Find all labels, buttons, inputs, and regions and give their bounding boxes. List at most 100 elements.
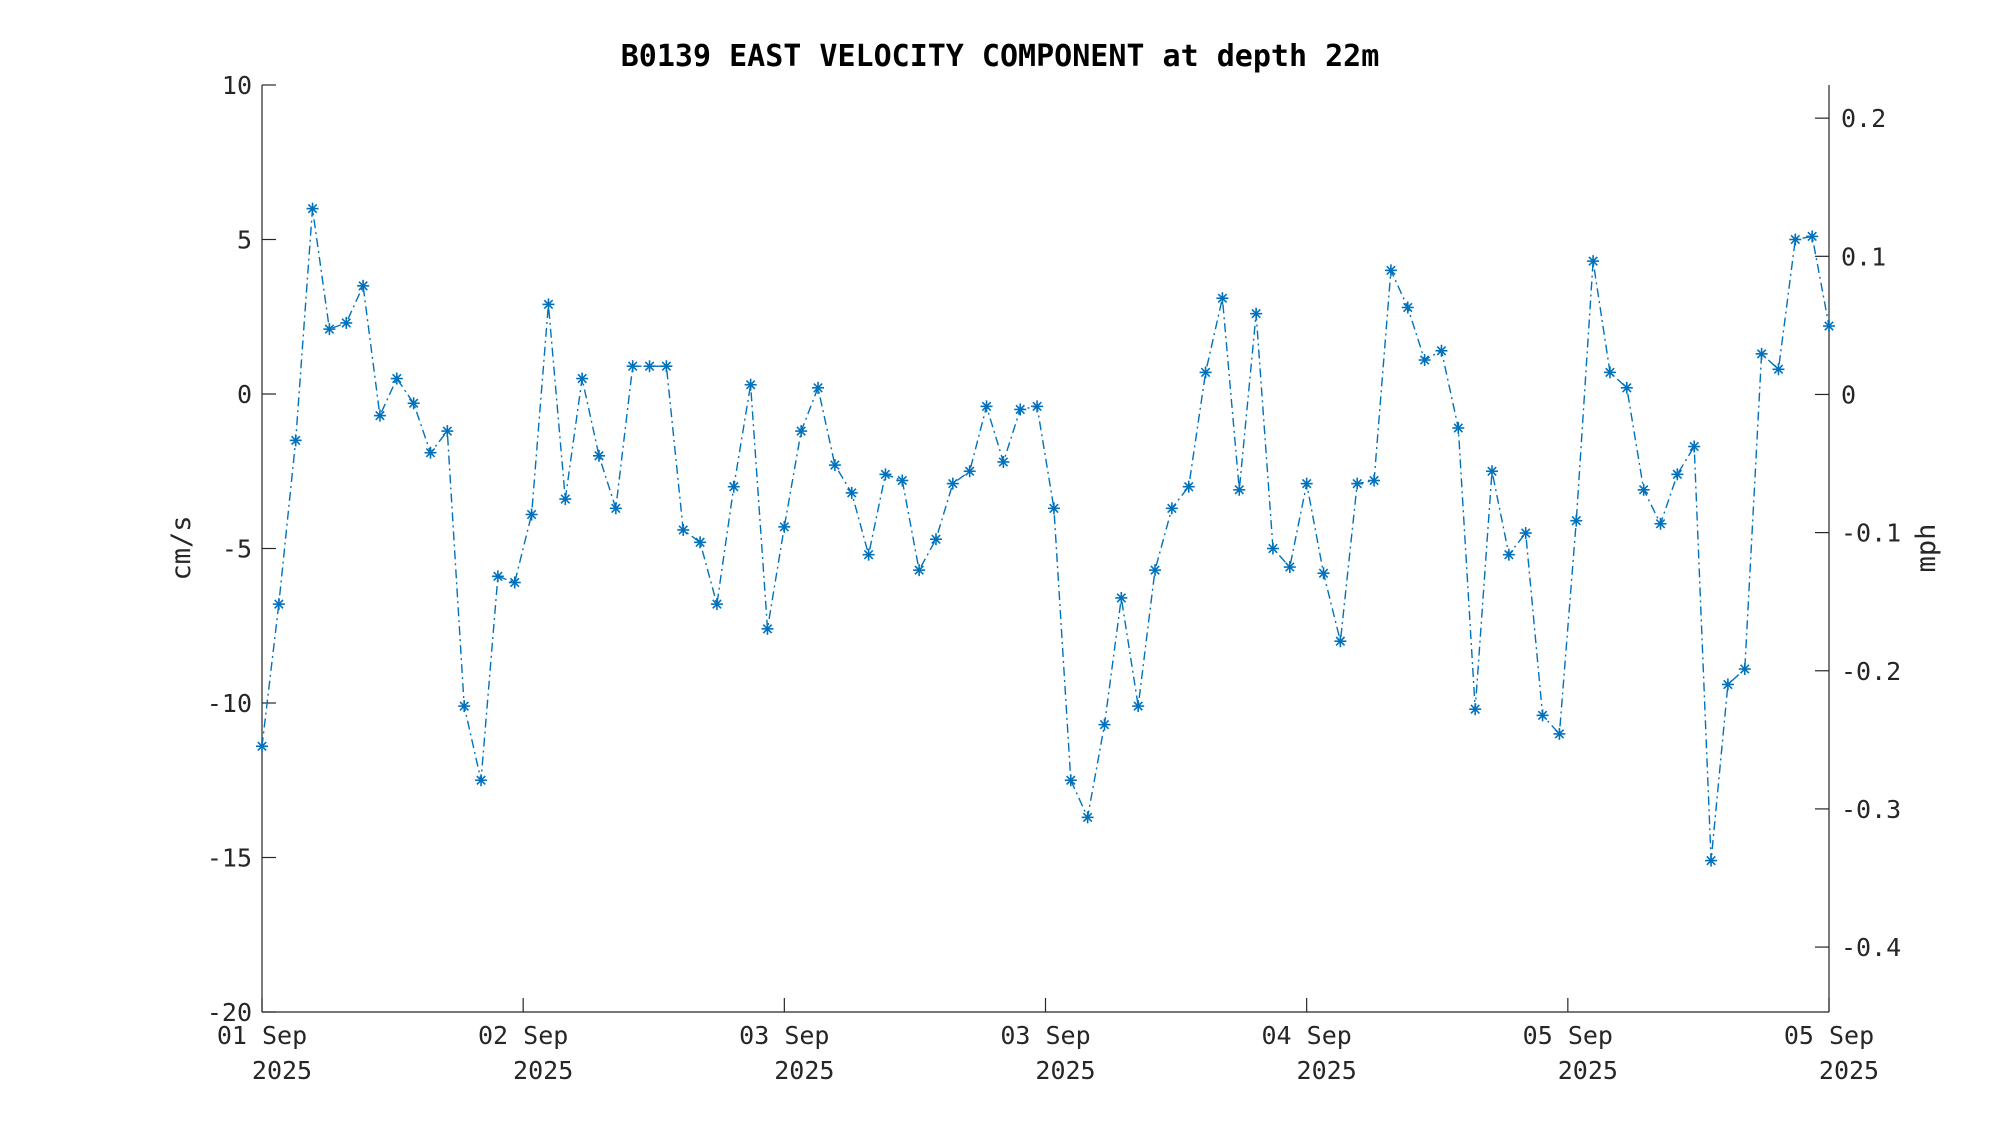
data-point <box>1317 567 1330 580</box>
plot-area <box>261 85 1830 1013</box>
data-point <box>1587 255 1600 268</box>
data-point <box>626 360 639 373</box>
data-point <box>1368 474 1381 487</box>
data-point <box>1738 663 1751 676</box>
data-point <box>458 700 471 713</box>
y2-tick-label: -0.2 <box>1841 657 1901 686</box>
y2-tick-label: -0.1 <box>1841 519 1901 548</box>
data-point <box>896 474 909 487</box>
data-point <box>256 740 268 753</box>
data-point <box>1705 854 1718 867</box>
data-point <box>1081 811 1094 824</box>
data-point <box>1502 548 1515 561</box>
left-y-ticks: 10 5 0 -5 -10 -15 -20 <box>207 71 276 1027</box>
data-point <box>1233 483 1246 496</box>
data-point <box>1165 502 1178 515</box>
x-tick-label-year: 2025 <box>1297 1056 1357 1085</box>
data-point <box>424 446 437 459</box>
y-tick-label: -15 <box>207 844 252 873</box>
data-point <box>491 570 504 583</box>
data-point <box>710 598 723 611</box>
data-point <box>1620 381 1633 394</box>
data-point <box>913 564 926 577</box>
data-point <box>1115 591 1128 604</box>
data-point <box>390 372 403 385</box>
data-point <box>1772 363 1785 376</box>
data-point <box>1149 564 1162 577</box>
data-point <box>643 360 656 373</box>
data-point <box>845 486 858 499</box>
data-point <box>778 520 791 533</box>
data-point <box>525 508 538 521</box>
data-point <box>812 381 825 394</box>
data-point <box>1351 477 1364 490</box>
x-tick-label-year: 2025 <box>513 1056 573 1085</box>
y-tick-label: -20 <box>207 998 252 1027</box>
x-tick-label-year: 2025 <box>1819 1056 1879 1085</box>
data-point <box>727 480 740 493</box>
data-point <box>1266 542 1279 555</box>
y2-tick-label: -0.4 <box>1841 933 1901 962</box>
x-tick-label-date: 04 Sep <box>1262 1021 1352 1050</box>
data-point <box>1283 561 1296 574</box>
data-point <box>980 400 993 413</box>
data-point <box>1064 774 1077 787</box>
data-point <box>1823 320 1835 333</box>
data-point <box>963 465 976 478</box>
x-tick-label-date: 05 Sep <box>1523 1021 1613 1050</box>
x-tick-label-year: 2025 <box>774 1056 834 1085</box>
data-point <box>1570 514 1583 527</box>
data-point <box>1401 301 1414 314</box>
data-point <box>1637 483 1650 496</box>
data-point <box>761 622 774 635</box>
x-tick-label-year: 2025 <box>252 1056 312 1085</box>
data-point <box>407 397 420 410</box>
data-point <box>1132 700 1145 713</box>
series-markers <box>256 202 1835 867</box>
x-tick-label-date: 01 Sep <box>217 1021 307 1050</box>
y-tick-label: -5 <box>222 535 252 564</box>
data-point <box>1755 347 1768 360</box>
data-point <box>559 493 572 506</box>
data-point <box>1469 703 1482 716</box>
data-point <box>1098 718 1111 731</box>
data-point <box>1047 502 1060 515</box>
data-point <box>879 468 892 481</box>
y-tick-label: -10 <box>207 689 252 718</box>
data-point <box>929 533 942 546</box>
data-point <box>441 425 454 438</box>
data-point <box>694 536 707 549</box>
data-point <box>1418 354 1431 367</box>
data-point <box>357 279 370 292</box>
data-point <box>1486 465 1499 478</box>
data-point <box>323 323 336 336</box>
data-point <box>1182 480 1195 493</box>
data-point <box>1789 233 1802 246</box>
data-point <box>1014 403 1027 416</box>
data-point <box>1452 421 1465 434</box>
x-tick-label-year: 2025 <box>1558 1056 1618 1085</box>
data-point <box>542 298 555 311</box>
y-tick-label: 5 <box>237 226 252 255</box>
data-point <box>1671 468 1684 481</box>
data-point <box>1654 517 1667 530</box>
data-point <box>1553 727 1566 740</box>
data-point <box>1435 344 1448 357</box>
data-point <box>660 360 673 373</box>
data-point <box>272 598 285 611</box>
data-point <box>475 774 488 787</box>
data-point <box>677 523 690 536</box>
y2-tick-label: 0.1 <box>1841 242 1886 271</box>
x-tick-label-date: 03 Sep <box>1000 1021 1090 1050</box>
data-point <box>1199 366 1212 379</box>
data-point <box>1536 709 1549 722</box>
data-point <box>1334 635 1347 648</box>
data-point <box>1688 440 1701 453</box>
data-point <box>1603 366 1616 379</box>
data-point <box>1250 307 1263 320</box>
data-point <box>1384 264 1397 277</box>
x-tick-label-year: 2025 <box>1035 1056 1095 1085</box>
data-point <box>576 372 589 385</box>
data-point <box>289 434 302 447</box>
